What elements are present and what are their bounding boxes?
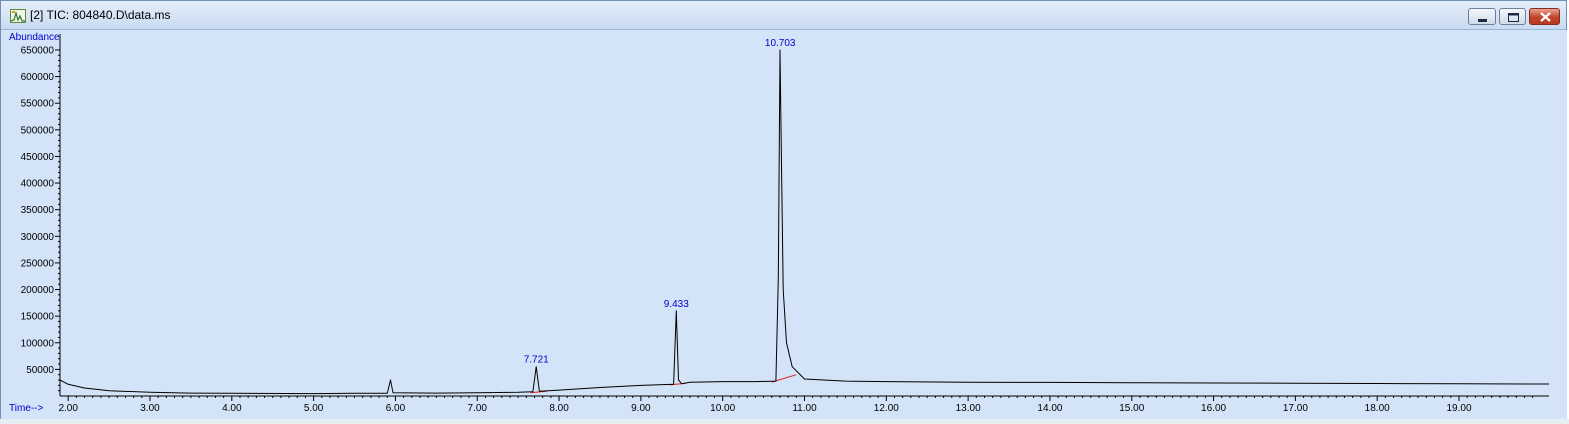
x-tick-label: 12.00 [874,403,899,414]
minimize-icon [1478,19,1487,22]
peak-label: 7.721 [524,355,549,366]
x-tick-label: 10.00 [710,403,735,414]
x-tick-label: 13.00 [956,403,981,414]
maximize-icon [1508,13,1519,22]
chromatogram-window-icon [10,9,26,23]
x-tick-label: 3.00 [140,403,160,414]
close-button[interactable] [1529,8,1560,25]
x-tick-label: 11.00 [792,403,817,414]
y-tick-label: 300000 [21,232,55,243]
integration-baseline [530,390,547,394]
x-tick-label: 2.00 [58,403,78,414]
y-tick-label: 650000 [21,45,55,56]
y-tick-label: 100000 [21,338,55,349]
y-tick-label: 600000 [21,72,55,83]
chromatogram-chart: Abundance Time--> 50000 100000 150000 20000… [9,32,1550,414]
x-tick-label: 4.00 [222,403,242,414]
x-tick-label: 8.00 [549,403,569,414]
y-tick-label: 250000 [21,258,55,269]
x-tick-label: 18.00 [1365,403,1390,414]
y-tick-label: 150000 [21,312,55,323]
close-icon [1540,12,1551,22]
x-tick-label: 16.00 [1201,403,1226,414]
tic-trace [59,49,1550,395]
y-tick-label: 350000 [21,205,55,216]
title-bar[interactable]: [2] TIC: 804840.D\data.ms [1,1,1566,30]
x-axis-label: Time--> [9,403,44,414]
y-axis-label: Abundance [9,32,60,43]
x-tick-label: 9.00 [631,403,651,414]
x-tick-label: 6.00 [386,403,406,414]
window-bottom-edge [0,419,1569,424]
peak-label: 9.433 [664,299,689,310]
maximize-button[interactable] [1499,8,1526,25]
x-tick-label: 15.00 [1119,403,1144,414]
y-tick-label: 550000 [21,99,55,110]
x-tick-label: 14.00 [1037,403,1062,414]
minimize-button[interactable] [1468,8,1496,25]
x-tick-label: 17.00 [1283,403,1308,414]
x-tick-label: 7.00 [468,403,488,414]
peak-label: 10.703 [765,38,796,49]
y-tick-label: 400000 [21,179,55,190]
x-tick-label: 19.00 [1446,403,1471,414]
window-title: [2] TIC: 804840.D\data.ms [30,8,171,22]
y-tick-label: 500000 [21,125,55,136]
chromatogram-plot[interactable]: Abundance Time--> 50000 100000 150000 20000… [1,30,1567,422]
y-tick-label: 450000 [21,152,55,163]
y-tick-label: 50000 [26,365,54,376]
x-tick-label: 5.00 [304,403,324,414]
y-tick-label: 200000 [21,285,55,296]
